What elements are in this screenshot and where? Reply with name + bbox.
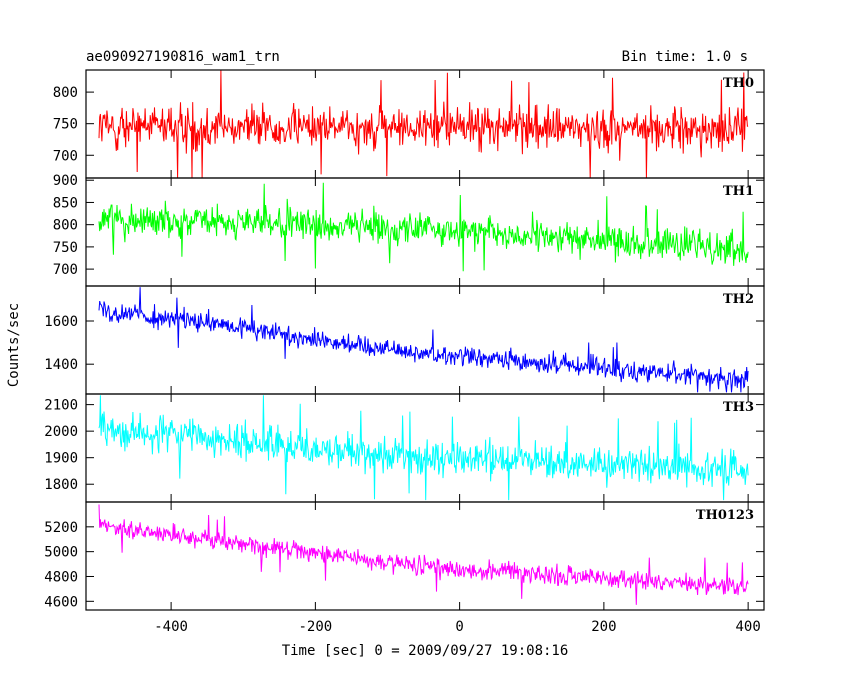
panel-frame (85, 501, 765, 611)
y-tick-label: 800 (53, 85, 78, 101)
y-tick-label: 1800 (44, 477, 78, 493)
x-tick-label: 0 (455, 619, 463, 635)
panel-name-label: TH0123 (696, 508, 754, 523)
x-tick-label: 400 (735, 619, 760, 635)
y-tick-label: 5200 (44, 520, 78, 536)
y-tick-label: 800 (53, 218, 78, 234)
panel-th1: 700 750 800 850 900 TH1 (53, 173, 765, 287)
y-tick-label: 5000 (44, 545, 78, 561)
series-line-th3 (98, 395, 749, 501)
y-tick-label: 2100 (44, 398, 78, 414)
panel-name-label: TH1 (723, 184, 754, 199)
panels-group: 700 750 800 TH0 700 750 800 850 900 TH1 1400 1600 TH… (44, 69, 765, 611)
y-axis-label: Counts/sec (6, 303, 22, 387)
y-tick-label: 850 (53, 195, 78, 211)
y-tick-label: 700 (53, 262, 78, 278)
x-axis-label: Time [sec] 0 = 2009/09/27 19:08:16 (282, 643, 569, 659)
y-tick-label: 4800 (44, 569, 78, 585)
y-tick-label: 900 (53, 173, 78, 189)
y-tick-label: 750 (53, 117, 78, 133)
series-line-th0 (98, 70, 749, 178)
y-tick-label: 2000 (44, 424, 78, 440)
chart-title: ae090927190816_wam1_trn (86, 49, 280, 65)
y-tick-label: 1900 (44, 451, 78, 467)
bin-time-label: Bin time: 1.0 s (622, 49, 748, 65)
x-tick-label: -200 (299, 619, 333, 635)
y-tick-label: 700 (53, 148, 78, 164)
panel-frame (85, 393, 765, 503)
panel-name-label: TH3 (723, 400, 754, 415)
panel-name-label: TH2 (723, 292, 754, 307)
series-line-th1 (98, 182, 749, 272)
panel-th3: 1800 1900 2000 2100 TH3 (44, 393, 765, 503)
panel-frame (85, 285, 765, 395)
y-tick-label: 750 (53, 240, 78, 256)
x-tick-label: 200 (591, 619, 616, 635)
panel-th2: 1400 1600 TH2 (44, 285, 765, 395)
y-tick-label: 4600 (44, 594, 78, 610)
series-line-th0123 (98, 504, 749, 605)
panel-th0: 700 750 800 TH0 (53, 69, 765, 179)
series-line-th2 (98, 287, 749, 393)
panel-th0123: 4600 4800 5000 5200 TH0123 (44, 501, 765, 611)
x-axis: -400 -200 0 200 400 (154, 619, 761, 635)
x-tick-label: -400 (154, 619, 188, 635)
panel-name-label: TH0 (723, 76, 754, 91)
y-tick-label: 1600 (44, 314, 78, 330)
y-tick-label: 1400 (44, 357, 78, 373)
